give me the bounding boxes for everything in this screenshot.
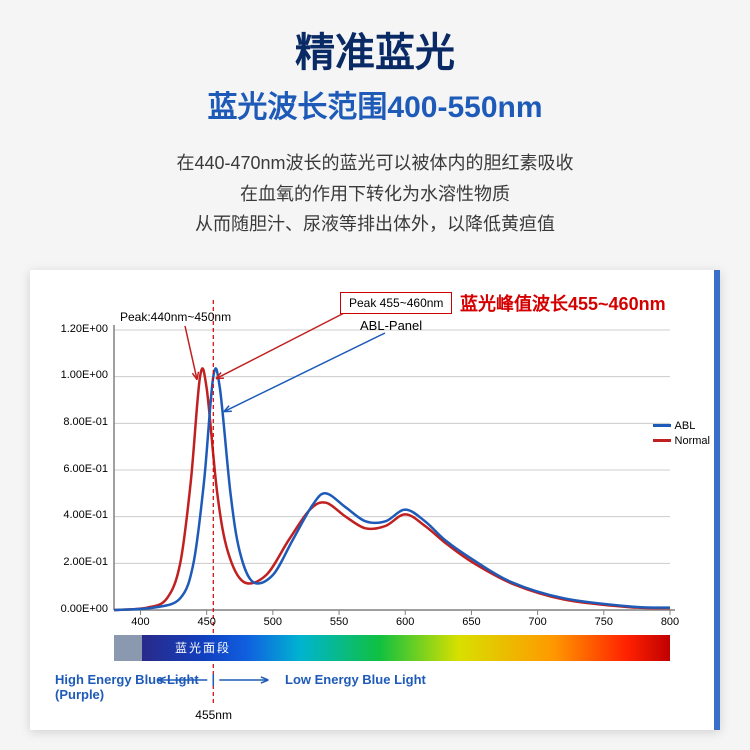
xtick-label: 450: [192, 616, 222, 628]
chart-svg: [30, 270, 720, 730]
xtick-label: 550: [324, 616, 354, 628]
xtick-label: 750: [589, 616, 619, 628]
ytick-label: 2.00E-01: [48, 556, 108, 568]
ytick-label: 1.20E+00: [48, 323, 108, 335]
low-energy-label: Low Energy Blue Light: [285, 672, 426, 687]
page-subtitle: 蓝光波长范围400-550nm: [0, 82, 750, 126]
ytick-label: 1.00E+00: [48, 369, 108, 381]
legend: ABLNormal: [653, 420, 710, 450]
marker-455: 455nm: [195, 708, 232, 722]
abl-panel-label: ABL-Panel: [360, 318, 422, 333]
ytick-label: 8.00E-01: [48, 416, 108, 428]
xtick-label: 700: [523, 616, 553, 628]
xtick-label: 650: [456, 616, 486, 628]
description-block: 在440-470nm波长的蓝光可以被体内的胆红素吸收在血氧的作用下转化为水溶性物…: [0, 148, 750, 240]
peak2-box: Peak 455~460nm: [340, 292, 452, 314]
spectrum-chart-card: Peak:440nm~450nm Peak 455~460nm 蓝光峰值波长45…: [30, 270, 720, 730]
high-energy-label: High Energy Blue Light(Purple): [55, 672, 199, 703]
spectrum-band-label: 蓝光面段: [175, 639, 231, 656]
peak1-label: Peak:440nm~450nm: [120, 310, 231, 324]
xtick-label: 800: [655, 616, 685, 628]
ytick-label: 6.00E-01: [48, 463, 108, 475]
xtick-label: 500: [258, 616, 288, 628]
xtick-label: 400: [125, 616, 155, 628]
ytick-label: 0.00E+00: [48, 603, 108, 615]
ytick-label: 4.00E-01: [48, 509, 108, 521]
xtick-label: 600: [390, 616, 420, 628]
page-title: 精准蓝光: [0, 20, 750, 78]
red-headline: 蓝光峰值波长455~460nm: [460, 290, 666, 316]
